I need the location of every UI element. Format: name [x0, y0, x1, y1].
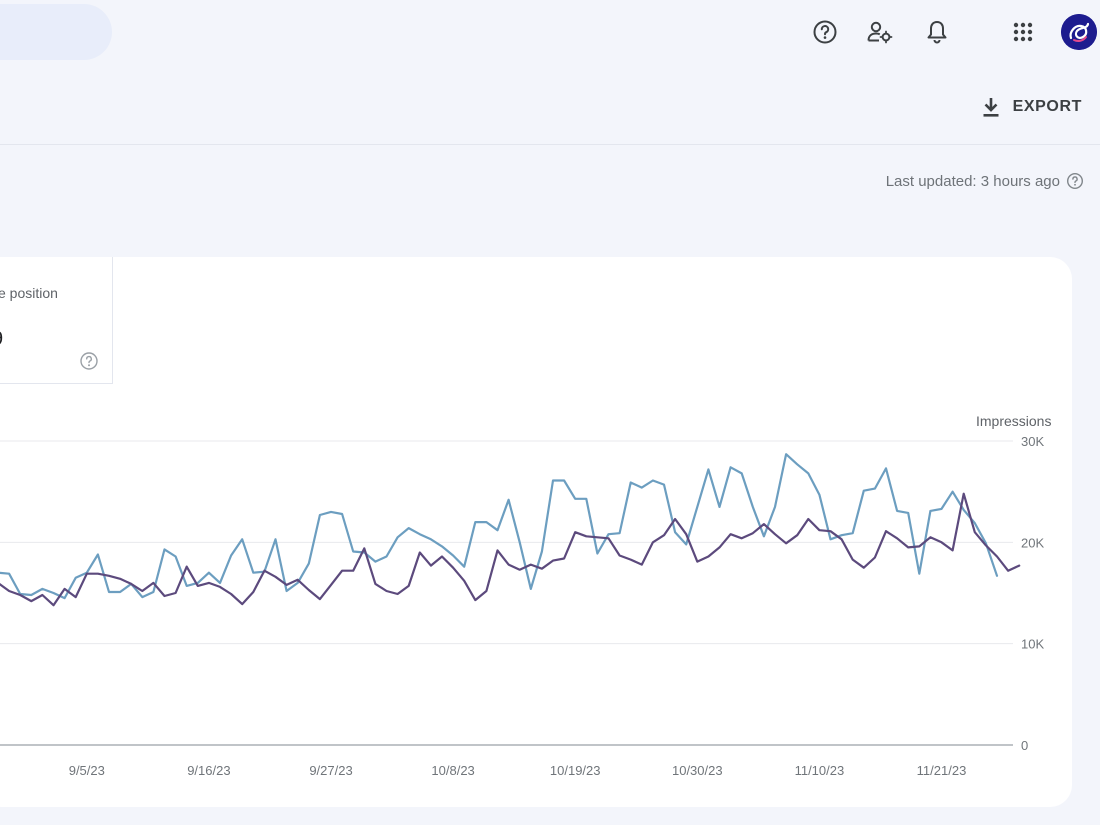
x-tick-label: 11/10/23 — [795, 763, 845, 778]
apps-grid-icon[interactable] — [1005, 14, 1041, 50]
series-line-impressions — [0, 453, 999, 600]
x-tick-label: 10/19/23 — [550, 763, 601, 778]
export-label: EXPORT — [1012, 98, 1082, 115]
header-divider — [0, 144, 1100, 145]
last-updated-text: Last updated: 3 hours ago — [885, 172, 1060, 190]
y-tick-label: 0 — [1021, 738, 1028, 753]
performance-chart: 0 10K 20K 30K Impressions 9/5/23 9/16/23 9/27/2… — [0, 413, 1051, 778]
x-tick-label: 9/16/23 — [187, 763, 230, 778]
help-icon[interactable] — [79, 351, 99, 371]
y-tick-label: 30K — [1021, 434, 1044, 449]
performance-card — [0, 257, 1072, 807]
y-axis-title: Impressions — [976, 413, 1051, 429]
y-tick-label: 10K — [1021, 637, 1044, 652]
x-tick-label: 9/5/23 — [69, 763, 105, 778]
download-icon — [983, 98, 999, 117]
x-tick-label: 9/27/23 — [309, 763, 352, 778]
bell-icon[interactable] — [919, 14, 955, 50]
manage-users-icon[interactable] — [862, 14, 898, 50]
metric-value: 9 — [0, 328, 3, 351]
x-tick-label: 11/21/23 — [917, 763, 967, 778]
y-tick-label: 20K — [1021, 535, 1044, 550]
x-tick-label: 10/8/23 — [431, 763, 474, 778]
search-bar[interactable] — [0, 4, 112, 60]
metric-label: e position — [0, 285, 58, 301]
top-bar — [0, 0, 1100, 68]
help-icon[interactable] — [1066, 172, 1084, 190]
last-updated: Last updated: 3 hours ago — [886, 172, 1084, 190]
x-tick-label: 10/30/23 — [672, 763, 723, 778]
export-button[interactable]: EXPORT — [981, 92, 1082, 122]
help-icon[interactable] — [807, 14, 843, 50]
avatar[interactable] — [1061, 14, 1097, 50]
metric-card-average-position[interactable]: e position 9 — [0, 257, 113, 384]
series-line-position — [0, 492, 1021, 607]
